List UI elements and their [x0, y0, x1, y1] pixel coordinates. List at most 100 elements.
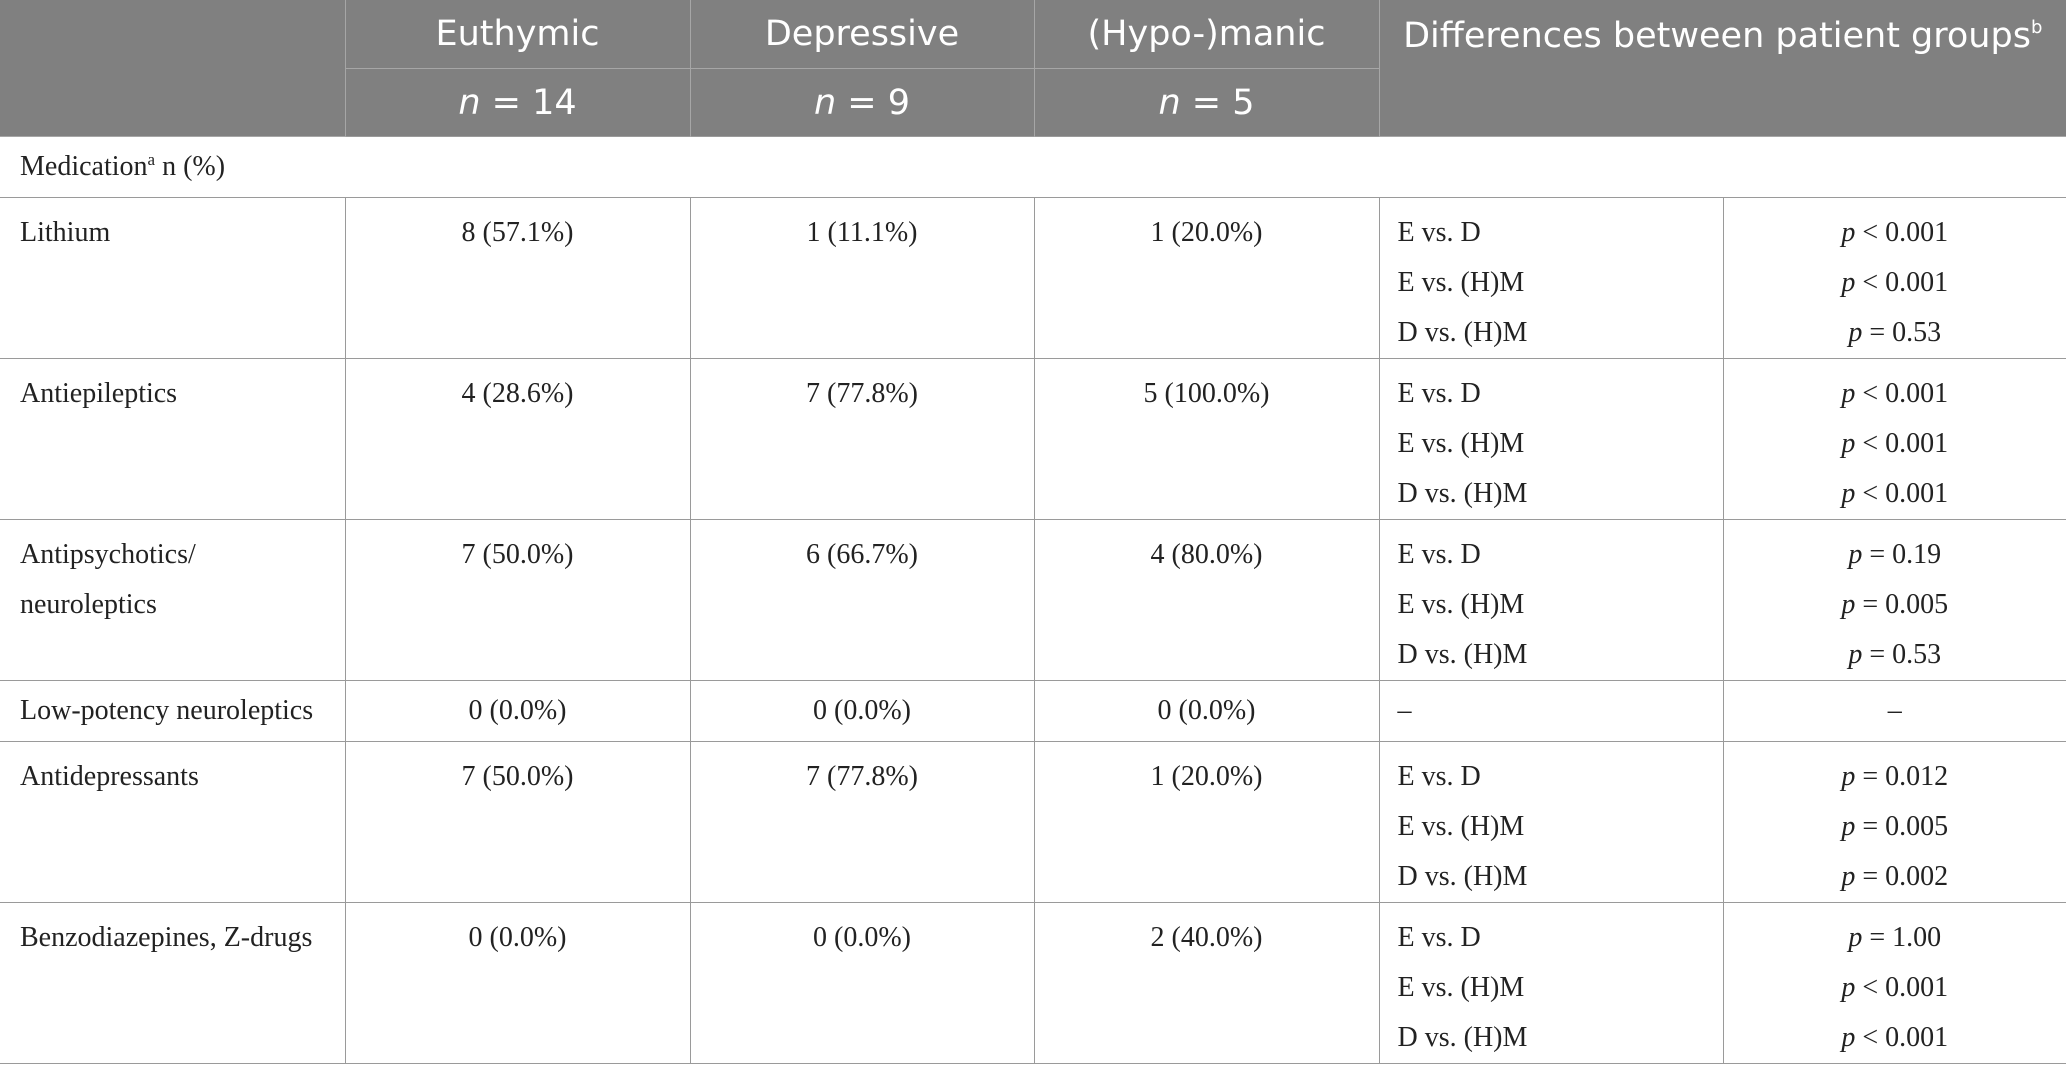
- comparison-text: D vs. (H)M: [1397, 1022, 1528, 1053]
- pvalue-cell: p = 1.00 p < 0.001 p < 0.001: [1722, 902, 2067, 1064]
- pvalue-text: p = 0.005: [1724, 802, 2067, 852]
- comparison-text: E vs. D: [1397, 217, 1481, 248]
- pvalue-text: p = 1.00: [1724, 913, 2067, 963]
- pvalue-number: = 0.002: [1855, 861, 1949, 892]
- comparison-cell: E vs. D E vs. (H)M D vs. (H)M: [1378, 902, 1724, 1064]
- pvalue-text: p < 0.001: [1724, 419, 2067, 469]
- value-depressive: 0 (0.0%): [689, 902, 1035, 1064]
- pvalue-cell: –: [1722, 680, 2067, 742]
- comparison-cell: –: [1378, 680, 1724, 742]
- value-hypomanic: 5 (100.0%): [1033, 358, 1380, 520]
- medication-label: Low-potency neuroleptics: [0, 680, 346, 742]
- table-row: Low-potency neuroleptics 0 (0.0%) 0 (0.0%)…: [0, 680, 2067, 742]
- pvalue-number: < 0.001: [1855, 972, 1949, 1003]
- pvalue-symbol: p: [1841, 267, 1856, 298]
- header-differences: Differences between patient groupsb: [1379, 0, 2066, 137]
- value-depressive: 7 (77.8%): [689, 741, 1035, 903]
- table-row: Lithium 8 (57.1%) 1 (11.1%) 1 (20.0%) E vs. …: [0, 197, 2067, 359]
- comparison-text: E vs. D: [1397, 922, 1481, 953]
- pvalue-symbol: p: [1848, 317, 1863, 348]
- pvalue-symbol: p: [1841, 972, 1856, 1003]
- pvalue-text: p = 0.012: [1724, 752, 2067, 802]
- pvalue-symbol: p: [1841, 811, 1856, 842]
- value-text: 1 (20.0%): [1150, 217, 1263, 248]
- value-text: 7 (50.0%): [461, 539, 574, 570]
- pvalue-number: < 0.001: [1855, 267, 1949, 298]
- medication-label: Antidepressants: [0, 741, 346, 903]
- value-text: 2 (40.0%): [1150, 922, 1263, 953]
- header-group-hypomanic: (Hypo-)manic: [1034, 0, 1380, 69]
- pvalue-text: p = 0.005: [1724, 580, 2067, 630]
- pvalue-number: = 0.53: [1862, 317, 1942, 348]
- medication-label-line: Lithium: [20, 217, 111, 248]
- value-text: 0 (0.0%): [468, 695, 567, 726]
- pvalue-text: –: [1724, 681, 2067, 741]
- value-text: 6 (66.7%): [806, 539, 918, 570]
- pvalue-text: p < 0.001: [1724, 1013, 2067, 1063]
- comparison-cell: E vs. D E vs. (H)M D vs. (H)M: [1378, 741, 1724, 903]
- value-euthymic: 4 (28.6%): [344, 358, 691, 520]
- value-hypomanic: 4 (80.0%): [1033, 519, 1380, 681]
- medication-table-container: Euthymic Depressive (Hypo-)manic Differe…: [0, 0, 2066, 1064]
- pvalue-symbol: p: [1841, 428, 1856, 459]
- value-text: 1 (20.0%): [1150, 761, 1263, 792]
- pvalue-cell: p < 0.001 p < 0.001 p < 0.001: [1722, 358, 2067, 520]
- pvalue-number: < 0.001: [1855, 217, 1949, 248]
- value-hypomanic: 1 (20.0%): [1033, 741, 1380, 903]
- pvalue-number: = 0.53: [1862, 639, 1942, 670]
- comparison-text: D vs. (H)M: [1397, 317, 1528, 348]
- comparison-cell: E vs. D E vs. (H)M D vs. (H)M: [1378, 197, 1724, 359]
- pvalue-number: = 0.005: [1855, 589, 1949, 620]
- value-euthymic: 0 (0.0%): [344, 680, 691, 742]
- table-row: Antidepressants 7 (50.0%) 7 (77.8%) 1 (20.0…: [0, 741, 2067, 903]
- value-text: 8 (57.1%): [461, 217, 574, 248]
- value-depressive: 7 (77.8%): [689, 358, 1035, 520]
- pvalue-symbol: p: [1841, 378, 1856, 409]
- pvalue-number: < 0.001: [1855, 1022, 1949, 1053]
- value-text: 4 (28.6%): [461, 378, 574, 409]
- table-row: Antipsychotics/neuroleptics 7 (50.0%) 6 (6…: [0, 519, 2067, 681]
- value-text: 0 (0.0%): [468, 922, 567, 953]
- pvalue-number: < 0.001: [1855, 378, 1949, 409]
- pvalue-symbol: p: [1841, 589, 1856, 620]
- header-n-hypomanic: n = 5: [1034, 68, 1380, 137]
- value-euthymic: 8 (57.1%): [344, 197, 691, 359]
- footnote-b-marker: b: [2030, 17, 2043, 38]
- pvalue-cell: p = 0.19 p = 0.005 p = 0.53: [1722, 519, 2067, 681]
- value-depressive: 1 (11.1%): [689, 197, 1035, 359]
- medication-label-line: Antidepressants: [20, 761, 199, 792]
- value-text: 0 (0.0%): [813, 695, 911, 726]
- section-label: Medicationa n (%): [0, 136, 2066, 198]
- medication-label-line: Low-potency neuroleptics: [20, 695, 314, 726]
- value-hypomanic: 0 (0.0%): [1033, 680, 1380, 742]
- value-text: 7 (77.8%): [806, 378, 918, 409]
- medication-label: Benzodiazepines, Z-drugs: [0, 902, 346, 1064]
- pvalue-text: p < 0.001: [1724, 208, 2067, 258]
- pvalue-number: < 0.001: [1855, 478, 1949, 509]
- pvalue-symbol: p: [1841, 1022, 1856, 1053]
- pvalue-cell: p = 0.012 p = 0.005 p = 0.002: [1722, 741, 2067, 903]
- value-text: 0 (0.0%): [1157, 695, 1256, 726]
- comparison-text: E vs. D: [1397, 761, 1481, 792]
- comparison-cell: E vs. D E vs. (H)M D vs. (H)M: [1378, 519, 1724, 681]
- comparison-text: E vs. (H)M: [1397, 972, 1525, 1003]
- comparison-text: E vs. (H)M: [1397, 811, 1525, 842]
- value-text: 0 (0.0%): [813, 922, 911, 953]
- table-row: Benzodiazepines, Z-drugs 0 (0.0%) 0 (0.0%)…: [0, 902, 2067, 1064]
- medication-label: Antiepileptics: [0, 358, 346, 520]
- value-text: 4 (80.0%): [1150, 539, 1263, 570]
- pvalue-text: p < 0.001: [1724, 258, 2067, 308]
- table-row: Antiepileptics 4 (28.6%) 7 (77.8%) 5 (100.0…: [0, 358, 2067, 520]
- header-group-euthymic: Euthymic: [345, 0, 691, 69]
- pvalue-number: –: [1887, 695, 1902, 726]
- pvalue-symbol: p: [1848, 639, 1863, 670]
- header-n-euthymic: n = 14: [345, 68, 691, 137]
- medication-label-line: Antiepileptics: [20, 378, 178, 409]
- value-euthymic: 7 (50.0%): [344, 741, 691, 903]
- medication-table: Euthymic Depressive (Hypo-)manic Differe…: [0, 0, 2066, 1064]
- pvalue-text: p = 0.53: [1724, 308, 2067, 358]
- comparison-text: E vs. (H)M: [1397, 428, 1525, 459]
- pvalue-number: < 0.001: [1855, 428, 1949, 459]
- comparison-text: E vs. D: [1397, 539, 1481, 570]
- pvalue-text: p < 0.001: [1724, 369, 2067, 419]
